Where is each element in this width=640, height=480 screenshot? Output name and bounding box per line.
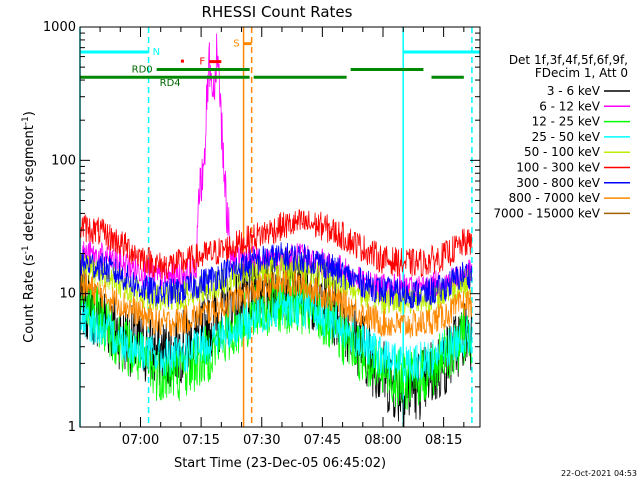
series-line-300-800-kev (79, 242, 473, 309)
series-line-100-300-kev (79, 209, 473, 280)
legend-label-800-7000-kev: 800 - 7000 keV (509, 191, 601, 205)
segment-label-f: F (199, 57, 205, 68)
series-line-25-50-kev (79, 288, 473, 384)
segment-label-s: S (233, 39, 239, 50)
legend-label-3-6-kev: 3 - 6 keV (547, 84, 601, 98)
legend-label-12-25-kev: 12 - 25 keV (532, 115, 601, 129)
x-tick-label: 07:45 (304, 433, 341, 448)
segment-label-n: N (153, 47, 160, 58)
legend-header-line: FDecim 1, Att 0 (535, 66, 628, 80)
series-line-800-7000-kev (79, 269, 473, 338)
legend-label-25-50-kev: 25 - 50 keV (532, 130, 601, 144)
legend: Det 1f,3f,4f,5f,6f,9f,FDecim 1, Att 0 3 -… (493, 53, 630, 220)
segment-label-rd0: RD0 (132, 65, 153, 76)
timestamp: 22-Oct-2021 04:53 (561, 469, 637, 478)
series-line-3-6-kev (79, 247, 473, 428)
segment-label-rd4: RD4 (160, 78, 181, 89)
x-tick-label: 07:15 (182, 433, 219, 448)
legend-label-7000-15000-kev: 7000 - 15000 keV (493, 206, 600, 220)
plot-frame (79, 26, 481, 428)
x-tick-label: 08:15 (425, 433, 462, 448)
legend-header-line: Det 1f,3f,4f,5f,6f,9f, (509, 53, 628, 67)
y-tick-label: 100 (51, 153, 76, 168)
x-axis-label: Start Time (23-Dec-05 06:45:02) (174, 456, 386, 471)
legend-label-6-12-kev: 6 - 12 keV (539, 99, 601, 113)
flare-marker-dot (180, 59, 184, 63)
y-tick-label: 1000 (43, 20, 76, 35)
x-tick-label: 07:30 (243, 433, 280, 448)
plot-area: N F S RD0 RD4 1 10 100 1000 07:00 07:15 07:30 07:4… (43, 20, 481, 448)
chart-title: RHESSI Count Rates (202, 3, 353, 21)
y-tick-label: 1 (68, 420, 76, 435)
y-tick-label: 10 (59, 287, 76, 302)
legend-label-50-100-kev: 50 - 100 keV (524, 145, 601, 159)
legend-label-100-300-kev: 100 - 300 keV (516, 161, 600, 175)
legend-label-300-800-kev: 300 - 800 keV (516, 176, 600, 190)
x-tick-label: 08:00 (364, 433, 401, 448)
x-tick-label: 07:00 (122, 433, 159, 448)
y-axis-label: Count Rate (s-1 detector segment-1) (21, 111, 37, 343)
